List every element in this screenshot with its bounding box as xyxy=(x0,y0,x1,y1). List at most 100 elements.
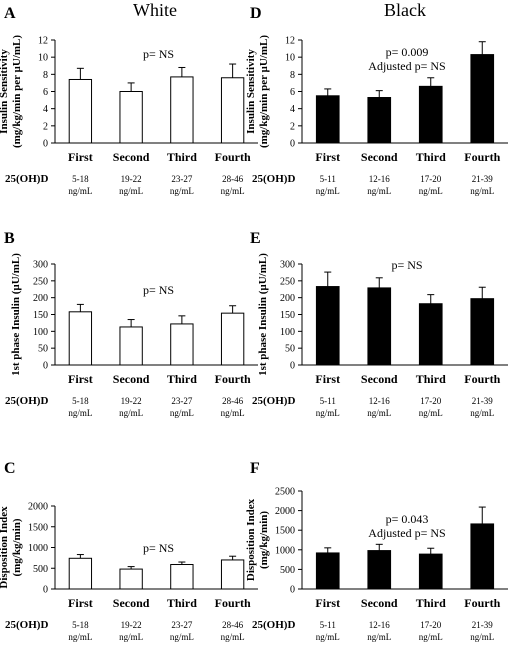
y-tick-label-e-6: 300 xyxy=(280,260,295,271)
unit-label-e-0: ng/mL xyxy=(316,408,340,418)
category-label-f-3: Fourth xyxy=(464,596,500,610)
range-label-e-3: 21-39 xyxy=(472,396,493,406)
unit-label-a-0: ng/mL xyxy=(68,186,92,196)
range-label-f-1: 12-16 xyxy=(369,620,390,630)
y-tick-label-e-2: 100 xyxy=(280,327,295,338)
y-tick-label-f-0: 0 xyxy=(290,585,295,596)
category-label-c-1: Second xyxy=(113,596,150,610)
bar-f-0 xyxy=(315,552,340,590)
y-tick-label-a-3: 6 xyxy=(43,87,48,98)
panel-letter-e: E xyxy=(250,230,261,247)
range-label-e-2: 17-20 xyxy=(420,396,441,406)
unit-label-b-0: ng/mL xyxy=(68,408,92,418)
unit-label-b-2: ng/mL xyxy=(170,408,194,418)
y-tick-label-c-4: 2000 xyxy=(28,502,48,513)
y-tick-label-c-1: 500 xyxy=(33,564,48,575)
y-tick-label-d-0: 0 xyxy=(290,139,295,150)
y-tick-label-d-2: 4 xyxy=(290,104,295,115)
y-tick-label-c-0: 0 xyxy=(43,585,48,596)
range-label-b-0: 5-18 xyxy=(72,396,89,406)
y-tick-label-b-5: 250 xyxy=(33,276,48,287)
panel-letter-b: B xyxy=(4,230,15,247)
bar-e-1 xyxy=(367,287,392,366)
panel-letter-a: A xyxy=(4,5,16,22)
column-title-black: Black xyxy=(384,0,426,20)
unit-label-c-3: ng/mL xyxy=(221,632,245,642)
category-label-f-0: First xyxy=(315,596,340,610)
x-axis-name-f: 25(OH)D xyxy=(252,619,295,631)
range-label-d-0: 5-11 xyxy=(320,174,336,184)
y-axis-label-a-1: (mg/kg/min per µU/mL) xyxy=(11,35,23,148)
x-axis-name-a: 25(OH)D xyxy=(5,173,48,185)
y-tick-label-e-1: 50 xyxy=(285,344,295,355)
y-tick-label-b-0: 0 xyxy=(43,361,48,372)
y-tick-label-b-6: 300 xyxy=(33,260,48,271)
y-axis-label-f-1: (mg/kg/min) xyxy=(258,511,270,569)
bar-f-3 xyxy=(470,523,495,590)
range-label-a-2: 23-27 xyxy=(171,174,192,184)
category-label-a-1: Second xyxy=(113,150,150,164)
y-axis-label-d-1: (mg/kg/min per µU/mL) xyxy=(258,35,270,148)
unit-label-f-1: ng/mL xyxy=(367,632,391,642)
bar-f-1 xyxy=(367,550,392,590)
category-label-e-1: Second xyxy=(361,372,398,386)
annotation-f-1: Adjusted p= NS xyxy=(368,526,445,540)
y-tick-label-e-0: 0 xyxy=(290,361,295,372)
unit-label-c-0: ng/mL xyxy=(68,632,92,642)
y-tick-label-a-5: 10 xyxy=(38,53,48,64)
y-tick-label-f-3: 1500 xyxy=(275,526,295,537)
y-axis-label-c-1: (mg/kg/min) xyxy=(11,518,23,576)
x-axis-name-c: 25(OH)D xyxy=(5,619,48,631)
y-tick-label-a-4: 8 xyxy=(43,70,48,81)
y-tick-label-a-1: 2 xyxy=(43,121,48,132)
y-tick-label-b-4: 200 xyxy=(33,293,48,304)
y-tick-label-e-3: 150 xyxy=(280,310,295,321)
y-axis-label-c-0: Disposition Index xyxy=(0,506,10,589)
unit-label-b-3: ng/mL xyxy=(221,408,245,418)
bar-c-1 xyxy=(119,568,143,590)
y-tick-label-a-6: 12 xyxy=(38,36,48,47)
range-label-b-3: 28-46 xyxy=(222,396,243,406)
unit-label-e-2: ng/mL xyxy=(419,408,443,418)
bar-f-2 xyxy=(418,553,443,590)
category-label-a-2: Third xyxy=(167,150,197,164)
category-label-b-3: Fourth xyxy=(215,372,251,386)
x-axis-name-e: 25(OH)D xyxy=(252,395,295,407)
range-label-d-1: 12-16 xyxy=(369,174,390,184)
bar-c-0 xyxy=(68,557,93,590)
annotation-d-0: p= 0.009 xyxy=(386,45,429,59)
range-label-c-1: 19-22 xyxy=(121,620,142,630)
unit-label-e-3: ng/mL xyxy=(470,408,494,418)
annotation-c-0: p= NS xyxy=(143,541,174,555)
y-tick-label-d-5: 10 xyxy=(285,53,295,64)
y-tick-label-c-2: 1000 xyxy=(28,543,48,554)
y-tick-label-d-3: 6 xyxy=(290,87,295,98)
y-tick-label-f-4: 2000 xyxy=(275,506,295,517)
bar-d-3 xyxy=(470,54,495,144)
column-title-white: White xyxy=(133,0,177,20)
y-axis-label-f-0: Disposition Index xyxy=(245,498,257,581)
range-label-b-1: 19-22 xyxy=(121,396,142,406)
unit-label-d-1: ng/mL xyxy=(367,186,391,196)
bar-d-1 xyxy=(367,97,392,144)
category-label-e-3: Fourth xyxy=(464,372,500,386)
bar-e-3 xyxy=(470,298,495,366)
y-tick-label-d-1: 2 xyxy=(290,121,295,132)
bar-b-3 xyxy=(220,312,245,366)
x-axis-name-d: 25(OH)D xyxy=(252,173,295,185)
annotation-e-0: p= NS xyxy=(391,258,422,272)
range-label-c-0: 5-18 xyxy=(72,620,89,630)
unit-label-a-2: ng/mL xyxy=(170,186,194,196)
category-label-b-0: First xyxy=(68,372,93,386)
category-label-c-0: First xyxy=(68,596,93,610)
unit-label-b-1: ng/mL xyxy=(119,408,143,418)
category-label-d-0: First xyxy=(315,150,340,164)
unit-label-d-3: ng/mL xyxy=(470,186,494,196)
bar-b-0 xyxy=(68,311,93,366)
unit-label-d-0: ng/mL xyxy=(316,186,340,196)
unit-label-c-1: ng/mL xyxy=(119,632,143,642)
unit-label-c-2: ng/mL xyxy=(170,632,194,642)
range-label-f-2: 17-20 xyxy=(420,620,441,630)
